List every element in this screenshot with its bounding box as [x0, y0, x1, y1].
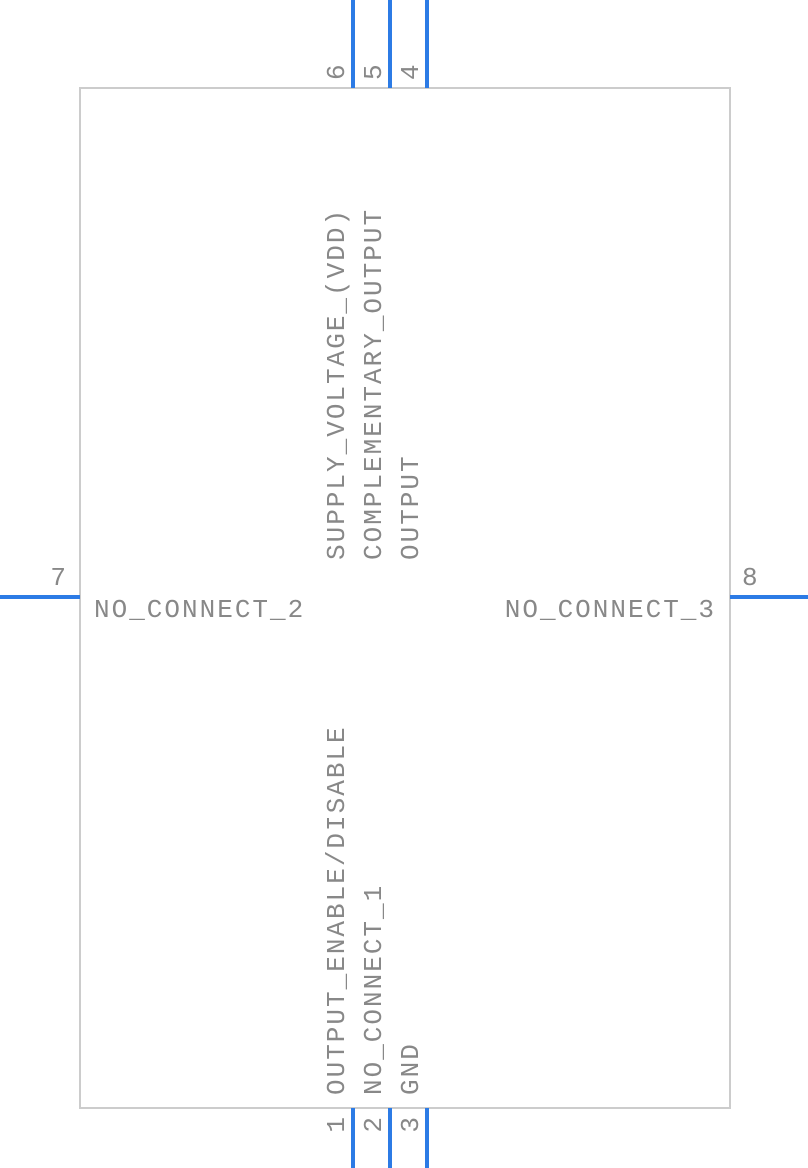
pin-bottom-1: 1 OUTPUT_ENABLE/DISABLE	[322, 725, 353, 1168]
pin-number-6: 6	[322, 62, 352, 80]
pin-number-8: 8	[742, 563, 760, 593]
pin-bottom-2: 2 NO_CONNECT_1	[359, 884, 390, 1168]
pin-label-no-connect-1: NO_CONNECT_1	[359, 884, 389, 1095]
pin-top-6: 6 SUPPLY_VOLTAGE_(VDD)	[322, 0, 353, 560]
pin-number-3: 3	[396, 1115, 426, 1133]
pin-label-no-connect-2: NO_CONNECT_2	[94, 595, 305, 625]
pin-label-output-enable-disable: OUTPUT_ENABLE/DISABLE	[322, 725, 352, 1095]
pin-bottom-3: 3 GND	[396, 1042, 427, 1168]
pin-label-output: OUTPUT	[396, 454, 426, 560]
pin-number-4: 4	[396, 62, 426, 80]
pin-label-complementary-output: COMPLEMENTARY_OUTPUT	[359, 208, 389, 560]
pin-label-no-connect-3: NO_CONNECT_3	[505, 595, 716, 625]
pin-top-5: 5 COMPLEMENTARY_OUTPUT	[359, 0, 390, 560]
pin-number-7: 7	[50, 563, 68, 593]
pin-label-supply-voltage: SUPPLY_VOLTAGE_(VDD)	[322, 208, 352, 560]
pin-label-gnd: GND	[396, 1042, 426, 1095]
pin-number-1: 1	[322, 1115, 352, 1133]
pin-top-4: 4 OUTPUT	[396, 0, 427, 560]
pin-number-5: 5	[359, 62, 389, 80]
pin-right-8: 8 NO_CONNECT_3	[505, 563, 808, 625]
pin-number-2: 2	[359, 1115, 389, 1133]
pin-left-7: 7 NO_CONNECT_2	[0, 563, 305, 625]
